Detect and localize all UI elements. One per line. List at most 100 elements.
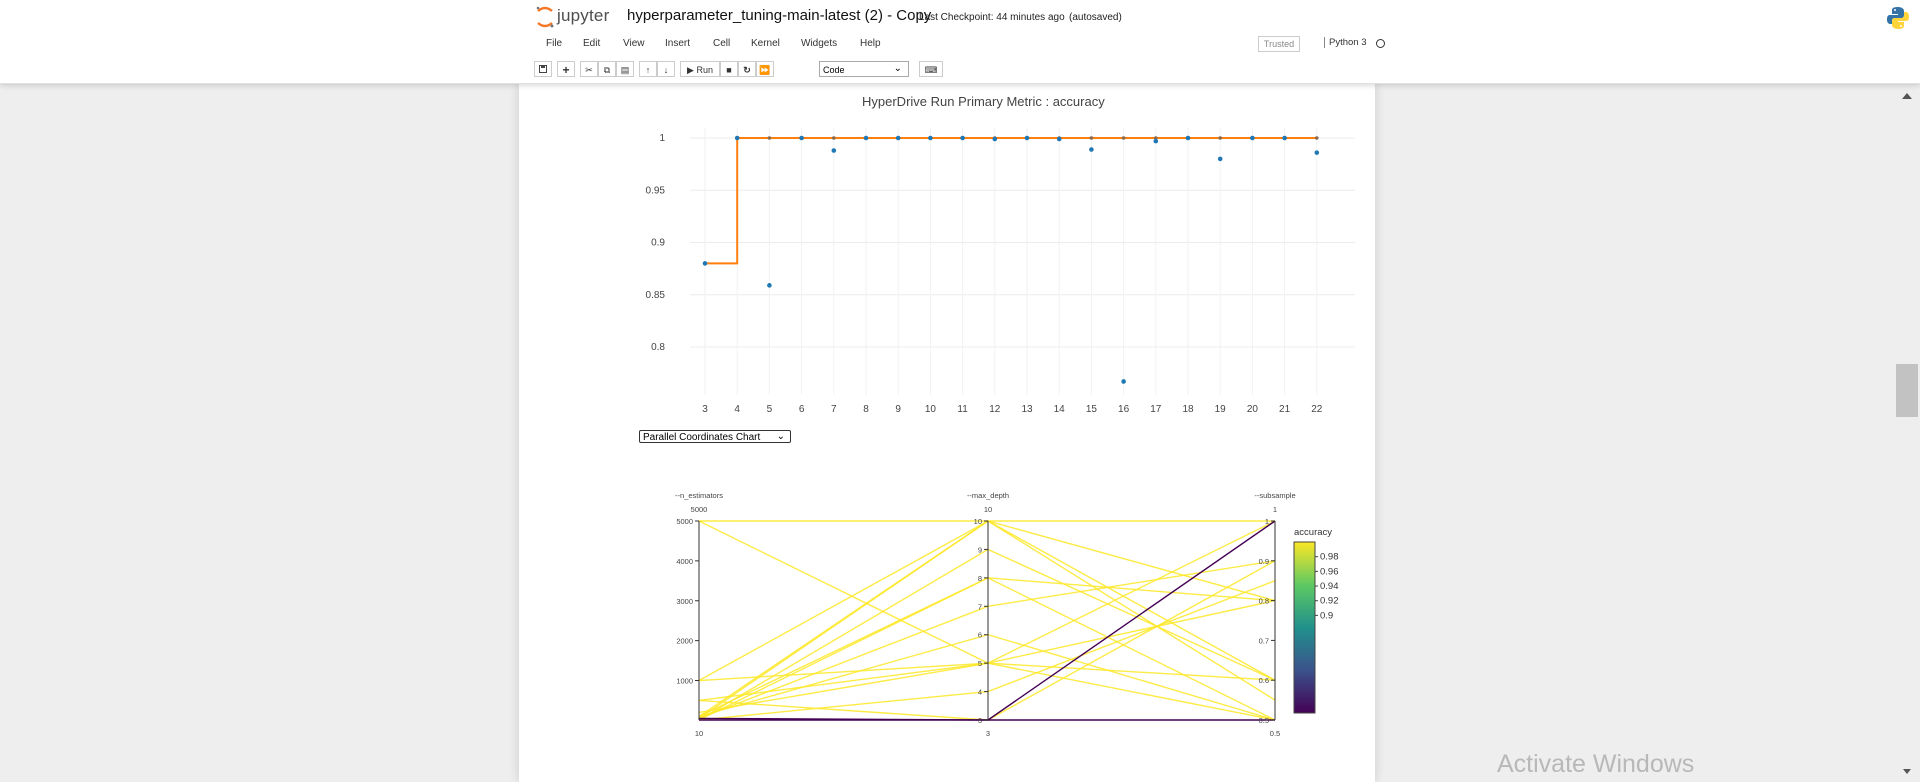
cell-type-select[interactable]: Code ⌄ [819,61,909,77]
pc-tick-label: 0.9 [1259,557,1269,566]
x-tick-label: 10 [925,404,937,415]
best-metric-marker [1121,136,1126,140]
paste-icon: ▤ [620,65,630,75]
pc-tick-label: 8 [978,574,982,583]
run-metric-point [767,283,772,288]
activate-windows-watermark: Activate Windows [1497,750,1695,778]
move-up-button[interactable]: ↑ [639,61,657,77]
pc-axis-bottom-value: 10 [695,729,703,738]
run-metric-point [863,135,869,141]
move-down-button[interactable]: ↓ [657,61,675,77]
best-metric-marker [1154,136,1158,140]
restart-run-all-button[interactable]: ⏩ [756,61,774,77]
parallel-line [698,520,1276,721]
menu-kernel[interactable]: Kernel [751,38,780,49]
pc-axis-label: --max_depth [967,491,1009,500]
scroll-down-icon[interactable] [1903,769,1911,774]
pc-tick-label: 2000 [676,637,693,646]
pc-tick-label: 0.8 [1259,597,1269,606]
menu-help[interactable]: Help [860,38,881,49]
add-cell-button[interactable]: + [557,61,575,77]
kernel-status-icon [1376,39,1385,48]
fast-forward-icon: ⏩ [759,65,771,75]
primary-metric-chart-title: HyperDrive Run Primary Metric : accuracy [862,94,1105,109]
save-button[interactable] [534,61,552,77]
run-metric-point [1121,379,1126,384]
x-tick-label: 7 [831,404,837,415]
x-tick-label: 5 [767,404,773,415]
menu-cell[interactable]: Cell [713,38,731,49]
menu-view[interactable]: View [623,38,645,49]
colorbar-tick-label: 0.92 [1320,596,1339,607]
best-metric-marker [767,136,772,140]
colorbar-tick-label: 0.94 [1320,581,1339,592]
y-tick-label: 0.95 [646,185,666,196]
pc-axis-top-value: 10 [984,505,992,514]
menu-edit[interactable]: Edit [583,38,601,49]
run-metric-point [992,136,998,142]
x-tick-label: 16 [1118,404,1130,415]
x-tick-label: 4 [734,404,740,415]
kernel-name[interactable]: Python 3 [1324,37,1367,48]
x-tick-label: 3 [702,404,708,415]
x-tick-label: 21 [1279,404,1291,415]
notebook-title[interactable]: hyperparameter_tuning-main-latest (2) - … [627,7,932,24]
pc-tick-label: 1000 [676,677,693,686]
x-tick-label: 15 [1086,404,1098,415]
chevron-down-icon: ⌄ [893,63,902,74]
x-tick-label: 9 [895,404,901,415]
pc-tick-label: 0.5 [1259,716,1269,725]
run-metric-point [1024,135,1030,141]
chart-type-dropdown[interactable]: Parallel Coordinates Chart ⌄ [639,430,791,443]
scroll-up-icon[interactable] [1902,93,1912,99]
y-tick-label: 0.85 [646,290,666,301]
jupyter-logo-icon[interactable] [535,5,555,29]
pc-tick-label: 7 [978,602,982,611]
stop-button[interactable]: ■ [720,61,738,77]
parallel-line [698,577,1276,721]
best-metric-marker [832,136,836,140]
pc-axis-label: --n_estimators [675,491,723,500]
page-scrollbar[interactable] [1895,83,1920,782]
run-metric-point [1153,138,1159,144]
run-metric-point [1217,156,1223,162]
restart-button[interactable]: ↻ [738,61,756,77]
x-tick-label: 20 [1247,404,1259,415]
copy-button[interactable]: ⧉ [598,61,616,77]
y-tick-label: 1 [659,133,665,144]
x-tick-label: 6 [799,404,805,415]
jupyter-logo-text[interactable]: jupyter [557,6,610,25]
notebook-header: jupyter hyperparameter_tuning-main-lates… [0,0,1920,84]
run-metric-point [1089,147,1094,152]
colorbar-tick-label: 0.96 [1320,566,1339,577]
parallel-line [698,577,1276,721]
x-tick-label: 14 [1054,404,1066,415]
menu-file[interactable]: File [546,38,563,49]
run-icon: ▶ [687,65,694,75]
pc-tick-label: 0.6 [1259,676,1269,685]
menu-widgets[interactable]: Widgets [801,38,838,49]
paste-button[interactable]: ▤ [616,61,634,77]
scrollbar-thumb[interactable] [1896,364,1918,417]
menu-insert[interactable]: Insert [665,38,691,49]
command-palette-button[interactable]: ⌨ [919,61,943,77]
best-metric-marker [1315,136,1319,140]
move-up-icon: ↑ [645,65,651,75]
stop-icon: ■ [726,65,732,75]
run-button[interactable]: ▶ Run [680,61,720,77]
run-metric-point [928,135,933,141]
pc-tick-label: 3000 [676,597,693,606]
trusted-indicator[interactable]: Trusted [1258,36,1300,52]
pc-tick-label: 5 [978,659,982,668]
y-tick-label: 0.8 [651,342,665,353]
restart-icon: ↻ [743,65,751,75]
add-cell-icon: + [562,63,570,77]
cut-icon: ✂ [585,65,593,75]
pc-axis-top-value: 1 [1273,505,1277,514]
accuracy-colorbar [1293,541,1316,714]
pc-tick-label: 1 [1265,517,1269,526]
pc-tick-label: 4000 [676,557,693,566]
cut-button[interactable]: ✂ [580,61,598,77]
